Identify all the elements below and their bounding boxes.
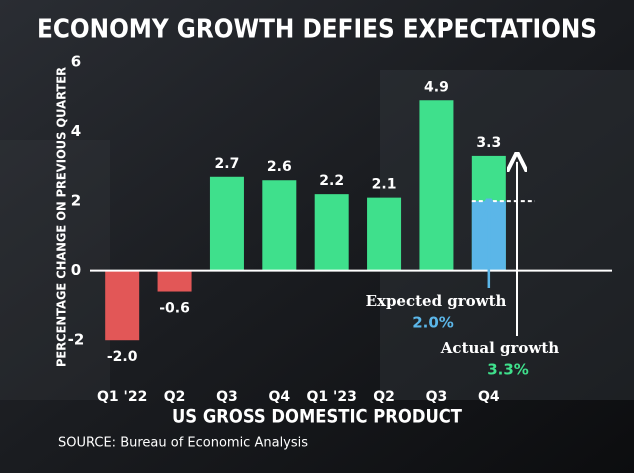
y-tick-label: 0 [71,261,81,279]
bar [209,176,244,271]
y-axis-label: PERCENTAGE CHANGE ON PREVIOUS QUARTER [55,67,69,367]
bar [262,180,297,271]
x-tick-label: Q3 [216,389,238,405]
data-label: -2.0 [107,349,138,365]
x-axis-label: US GROSS DOMESTIC PRODUCT [172,406,462,428]
y-tick-label: 4 [71,122,81,140]
expected-label: Expected growth [366,292,507,310]
expected-value: 2.0% [412,314,454,332]
y-tick-label: 6 [71,53,81,71]
data-label: -0.6 [159,301,190,317]
data-label: 2.7 [215,156,240,172]
x-tick-label: Q2 [373,389,395,405]
bar [367,197,402,271]
x-tick-label: Q2 [164,389,186,405]
x-tick-label: Q1 '23 [307,389,357,405]
data-label: 3.3 [476,135,501,151]
bar [157,270,192,292]
data-label: 2.1 [372,177,397,193]
actual-value: 3.3% [487,361,529,379]
y-tick-label: 2 [71,192,81,210]
bar [105,270,140,341]
x-tick-label: Q1 '22 [97,389,147,405]
source: SOURCE: Bureau of Economic Analysis [58,436,308,451]
x-tick-label: Q4 [478,389,500,405]
data-label: 2.6 [267,159,292,175]
y-tick-label: -2 [68,331,85,349]
data-label: 4.9 [424,79,449,95]
x-tick-label: Q4 [268,389,290,405]
bar [314,194,349,271]
actual-label: Actual growth [440,339,559,357]
chart-title: ECONOMY GROWTH DEFIES EXPECTATIONS [37,15,597,45]
x-tick-label: Q3 [426,389,448,405]
bar [419,100,454,271]
data-label: 2.2 [319,173,344,189]
